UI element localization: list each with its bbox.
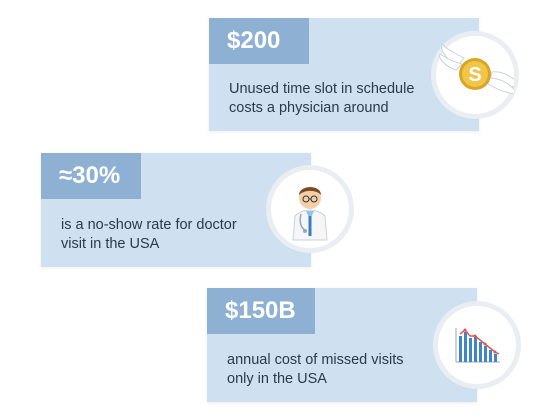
doctor-icon xyxy=(271,170,349,248)
stat-description: annual cost of missed visits only in the… xyxy=(227,351,404,389)
stat-description-line: annual cost of missed visits xyxy=(227,352,404,368)
stat-value: $200 xyxy=(209,18,309,64)
stat-description-line: only in the USA xyxy=(227,371,327,387)
winged-dollar-coin-icon: S xyxy=(436,36,514,114)
bar-chart-icon xyxy=(438,306,516,384)
stat-card-unused-slot: $200 Unused time slot in schedule costs … xyxy=(209,18,479,131)
stat-description-line: Unused time slot in schedule xyxy=(229,81,415,97)
stat-value: ≈30% xyxy=(41,153,141,199)
stat-description-line: is a no-show rate for doctor xyxy=(61,217,237,233)
stat-card-annual-cost: $150B annual cost of missed visits only … xyxy=(207,288,477,402)
stat-description: Unused time slot in schedule costs a phy… xyxy=(229,80,414,118)
stat-card-no-show-rate: ≈30% is a no-show rate for doctor visit … xyxy=(41,153,311,267)
stat-description-line: costs a physician around xyxy=(229,100,389,116)
stat-value: $150B xyxy=(207,288,315,334)
svg-text:S: S xyxy=(468,64,481,86)
stat-description: is a no-show rate for doctor visit in th… xyxy=(61,216,237,254)
stat-description-line: visit in the USA xyxy=(61,236,160,252)
